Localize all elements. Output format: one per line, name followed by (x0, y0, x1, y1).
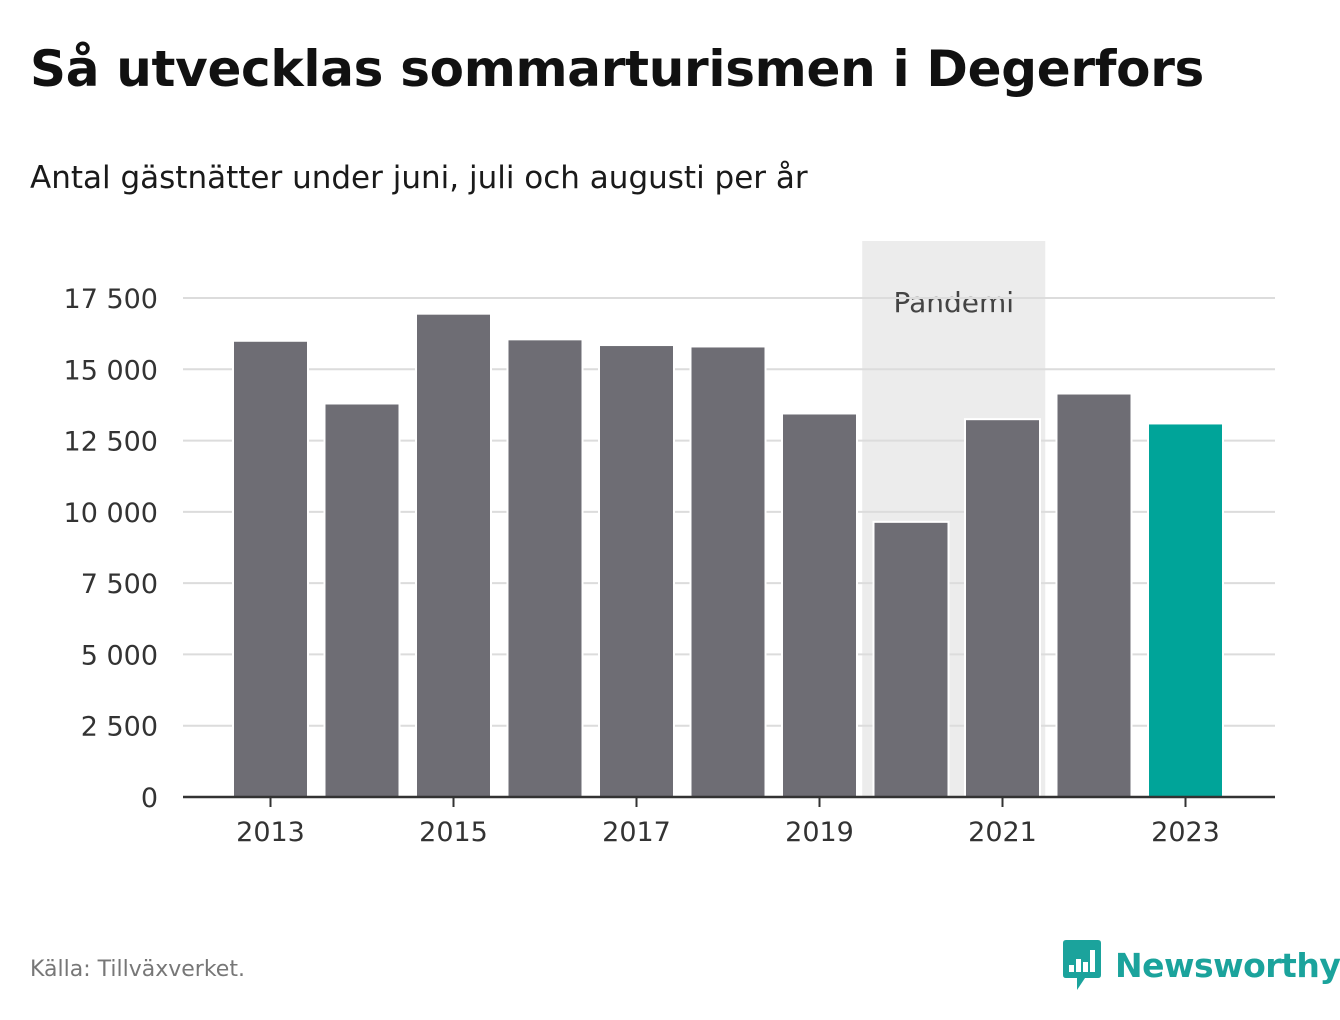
x-tick-label: 2013 (236, 817, 305, 848)
bar-2014 (323, 402, 401, 798)
y-tick-label: 17 500 (64, 284, 158, 315)
x-tick-label: 2015 (419, 817, 488, 848)
bar-2015 (415, 312, 492, 798)
y-tick-label: 7 500 (81, 569, 158, 600)
y-tick-label: 2 500 (81, 712, 158, 743)
axis-layer: 2013 2015 2017 2019 2021 2023 (183, 795, 1275, 848)
y-tick-label: 0 (141, 783, 158, 814)
bar-2020 (872, 520, 950, 799)
x-tick-label: 2019 (785, 817, 854, 848)
bar-2013 (232, 339, 309, 798)
y-tick-label: 10 000 (64, 498, 158, 529)
source-note: Källa: Tillväxverket. (30, 957, 245, 982)
pandemic-band-label: Pandemi (893, 286, 1014, 319)
bar-layer (232, 312, 1224, 799)
bar-2022 (1055, 392, 1133, 798)
bar-2017 (598, 344, 675, 798)
brand-name: Newsworthy (1115, 945, 1340, 985)
x-tick-label: 2017 (602, 817, 671, 848)
y-tick-label: 15 000 (64, 355, 158, 386)
bar-2021 (964, 418, 1041, 798)
chart-title: Så utvecklas sommarturismen i Degerfors (30, 40, 1205, 98)
bar-2018 (689, 345, 767, 798)
x-tick-label: 2021 (968, 817, 1037, 848)
x-tick-label: 2023 (1151, 817, 1220, 848)
y-tick-label: 12 500 (64, 427, 158, 458)
y-tick-label: 5 000 (81, 640, 158, 671)
newsworthy-logo-icon (1063, 940, 1101, 990)
bar-2023 (1147, 422, 1224, 798)
bar-2019 (781, 412, 858, 798)
bar-2016 (506, 338, 584, 798)
bar-chart: Pandemi 0 2 500 5 000 7 500 10 000 12 500 15 0… (64, 241, 1275, 848)
chart-subtitle: Antal gästnätter under juni, juli och au… (30, 160, 808, 196)
brand-logo: Newsworthy (1061, 938, 1340, 992)
